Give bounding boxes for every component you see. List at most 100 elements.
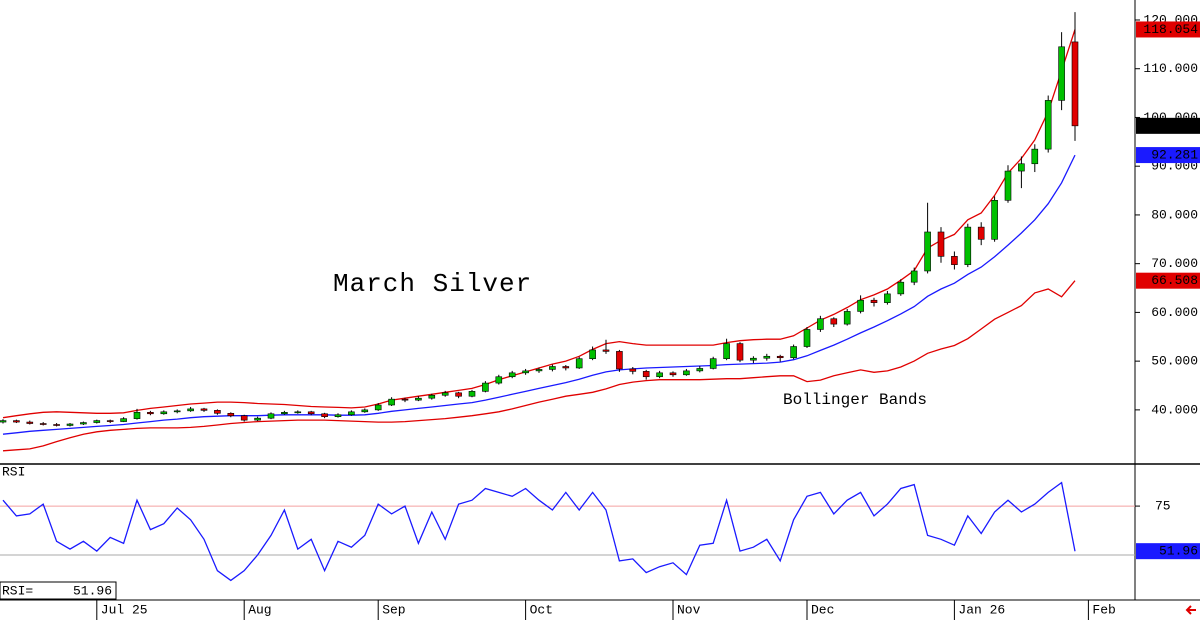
candle-body (1018, 163, 1025, 172)
candle-body (843, 311, 851, 325)
candle-body (39, 423, 47, 425)
candle-body (495, 376, 503, 384)
y-tick-label: 40.000 (1151, 402, 1198, 417)
candle-body (884, 293, 891, 303)
candle-body (13, 420, 20, 423)
last-value-box (1136, 272, 1200, 289)
rsi-readout-value: 51.96 (73, 583, 112, 598)
candle-body (187, 408, 194, 412)
candle-body (709, 358, 717, 369)
candle-body (80, 422, 87, 425)
candle-body (388, 398, 395, 406)
candle-body (441, 392, 449, 396)
candle-body (53, 424, 60, 426)
candle-body (147, 412, 154, 415)
chart-title: March Silver (333, 269, 532, 299)
y-tick-label: 60.000 (1151, 305, 1198, 320)
candle-body (696, 368, 704, 372)
candle-body (736, 343, 744, 361)
candle-body (870, 299, 878, 303)
candle-body (937, 231, 945, 257)
x-tick-label: Jan 26 (958, 602, 1005, 617)
x-tick-label: Dec (811, 602, 834, 617)
y-tick-label: 110.000 (1143, 61, 1198, 76)
candle-body (1004, 170, 1012, 201)
candle-body (817, 318, 824, 330)
candle-body (508, 372, 516, 378)
candle-body (522, 370, 529, 374)
last-value-box (1136, 21, 1200, 38)
middle-band (2, 154, 1076, 435)
candle-body (683, 370, 690, 376)
candle-body (240, 415, 248, 421)
candle-body (629, 368, 637, 372)
last-value-box (1136, 147, 1200, 164)
candle-body (656, 372, 663, 378)
candle-body (1058, 46, 1065, 101)
candle-body (0, 420, 7, 423)
candle-body (468, 391, 476, 397)
candle-body (361, 409, 369, 413)
candle-body (106, 420, 114, 422)
candle-body (616, 351, 623, 370)
candle-body (951, 256, 958, 265)
candle-body (669, 372, 677, 376)
candle-body (642, 371, 650, 378)
candle-body (160, 411, 168, 415)
candle-body (790, 346, 797, 359)
candle-body (374, 404, 382, 411)
y-tick-label: 80.000 (1151, 207, 1198, 222)
x-tick-label: Jul 25 (101, 602, 148, 617)
y-tick-label: 70.000 (1151, 256, 1198, 271)
y-tick-label: 50.000 (1151, 354, 1198, 369)
candle-body (763, 355, 771, 359)
candle-body (964, 226, 972, 265)
candle-body (897, 281, 905, 295)
candle-body (173, 410, 181, 413)
candle-body (977, 226, 985, 240)
last-value-box (1136, 543, 1200, 560)
candle-body (281, 412, 288, 415)
candle-body (910, 270, 918, 283)
candle-body (415, 397, 422, 401)
candle-body (455, 392, 462, 397)
last-value-label: 118.054 (1143, 22, 1198, 37)
x-tick-label: Oct (530, 602, 553, 617)
candle-body (66, 423, 74, 426)
candle-body (334, 414, 342, 417)
candle-body (924, 231, 931, 272)
candle-body (133, 412, 141, 419)
last-value-label: 92.281 (1151, 148, 1198, 163)
candle-body (307, 411, 315, 415)
candle-body (267, 413, 275, 419)
candle-body (1071, 41, 1079, 127)
candle-body (1044, 100, 1052, 150)
candle-body (120, 418, 127, 422)
x-tick-label: Aug (248, 602, 271, 617)
candle-body (321, 413, 328, 417)
candle-body (991, 200, 998, 240)
candle-body (803, 329, 811, 347)
candle-body (294, 411, 302, 414)
rsi-readout-label: RSI= (2, 583, 33, 598)
candle-body (93, 420, 101, 423)
last-value-box (1136, 117, 1200, 134)
rsi-line (2, 481, 1076, 582)
x-tick-label: Sep (382, 602, 405, 617)
candle-body (227, 412, 235, 417)
candle-body (750, 357, 757, 361)
candle-body (589, 349, 596, 360)
candle-body (348, 411, 355, 416)
rsi-readout-box (0, 581, 117, 600)
candle-body (575, 358, 583, 369)
scroll-arrow[interactable] (1185, 605, 1196, 615)
candle-body (1031, 148, 1039, 165)
y-tick-label: 75 (1155, 499, 1171, 514)
candle-body (857, 299, 864, 312)
candle-body (830, 318, 838, 325)
candle-body (723, 343, 730, 360)
candle-body (562, 366, 570, 369)
candle-body (776, 355, 784, 359)
